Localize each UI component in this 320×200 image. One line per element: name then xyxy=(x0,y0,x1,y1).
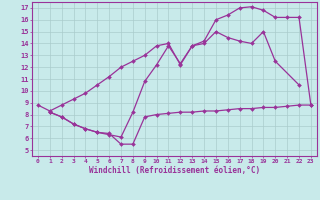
X-axis label: Windchill (Refroidissement éolien,°C): Windchill (Refroidissement éolien,°C) xyxy=(89,166,260,175)
